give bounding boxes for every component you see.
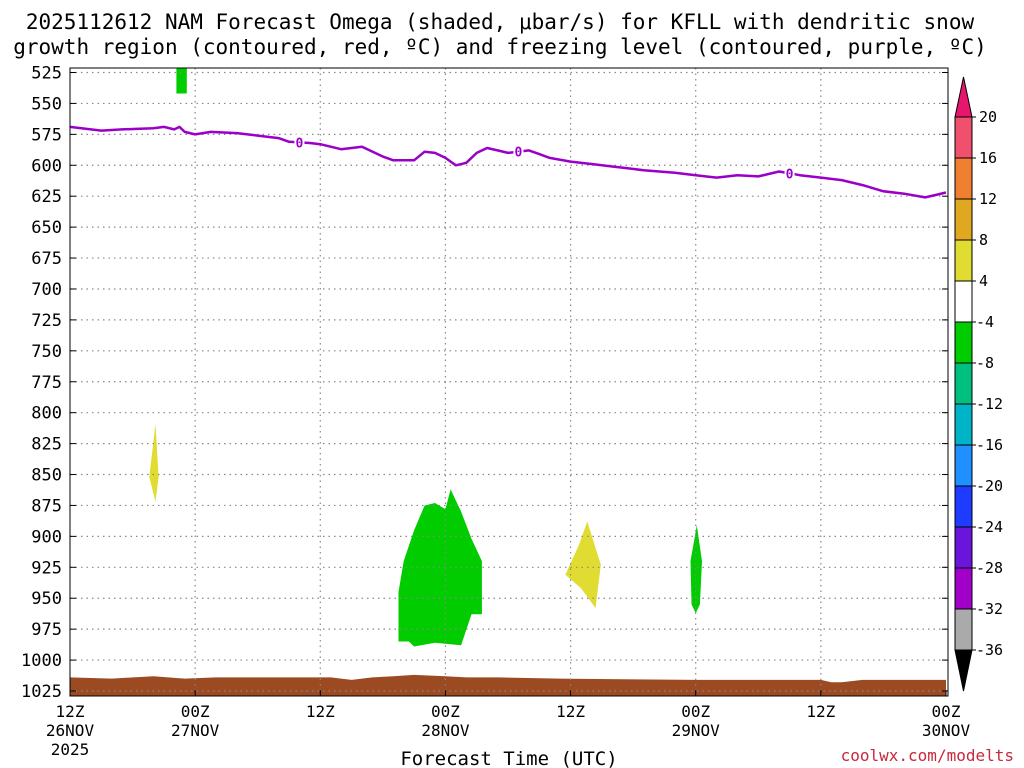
colorbar-swatch-6 [954, 321, 973, 364]
colorbar-swatch-12 [954, 567, 973, 610]
chart-title-line-1: 2025112612 NAM Forecast Omega (shaded, μ… [26, 10, 975, 34]
y-tick-label-625: 625 [31, 187, 62, 207]
plot-frame [69, 67, 949, 697]
freezing-level-label-bg-1 [294, 134, 305, 150]
x-tick-label-48: 12Z [556, 702, 585, 721]
colorbar-label-10: -20 [976, 477, 1003, 495]
y-tick-label-650: 650 [31, 218, 62, 238]
x-tick-date-12: 27NOV [171, 721, 220, 740]
shaded-omega-layer [70, 68, 946, 696]
omega-region-5 [565, 521, 601, 609]
y-tick-label-800: 800 [31, 404, 62, 424]
x-tick-label-84: 00Z [932, 702, 961, 721]
colorbar-swatch-10 [954, 485, 973, 528]
colorbar-swatch-11 [954, 526, 973, 569]
y-tick-label-925: 925 [31, 558, 62, 578]
y-tick-label-850: 850 [31, 466, 62, 486]
y-tick-label-1025: 1025 [21, 682, 62, 702]
x-tick-label-60: 00Z [681, 702, 710, 721]
colorbar-label-8: -12 [976, 395, 1003, 413]
y-tick-label-750: 750 [31, 342, 62, 362]
chart-title: 2025112612 NAM Forecast Omega (shaded, μ… [13, 10, 987, 59]
y-tick-label-700: 700 [31, 280, 62, 300]
y-tick-label-775: 775 [31, 373, 62, 393]
colorbar-label-14: -36 [976, 641, 1003, 659]
colorbar-label-5: 4 [979, 272, 988, 290]
freezing-level-label-bg-2 [513, 143, 524, 159]
y-tick-label-675: 675 [31, 249, 62, 269]
colorbar-label-3: 12 [979, 190, 997, 208]
colorbar-swatch-13 [954, 608, 973, 651]
colorbar-label-2: 16 [979, 149, 997, 167]
omega-region-2 [398, 489, 482, 647]
y-tick-label-525: 525 [31, 64, 62, 84]
y-tick-label-1000: 1000 [21, 651, 62, 671]
colorbar-swatch-1 [954, 116, 973, 159]
omega-region-4 [149, 423, 159, 502]
freezing-level-label-2: 0 [515, 146, 523, 161]
colorbar: 20 16 12 8 4 -4 -8 -12 -16 -20 -24 -28 -32 -36 [954, 76, 1003, 692]
colorbar-bottom-arrow [954, 649, 973, 692]
colorbar-swatch-3 [954, 198, 973, 241]
x-tick-label-12: 00Z [181, 702, 210, 721]
colorbar-swatch-8 [954, 403, 973, 446]
x-tick-date-0: 26NOV [46, 721, 95, 740]
x-tick-date-84: 30NOV [922, 721, 971, 740]
y-tick-label-875: 875 [31, 496, 62, 516]
x-tick-year: 2025 [51, 740, 90, 759]
y-tick-label-950: 950 [31, 589, 62, 609]
freezing-level-label-bg-3 [784, 165, 795, 181]
y-tick-label-550: 550 [31, 94, 62, 114]
chart-title-line-2: growth region (contoured, red, ºC) and f… [13, 35, 987, 59]
colorbar-swatch-2 [954, 157, 973, 200]
x-axis-title: Forecast Time (UTC) [400, 748, 617, 768]
colorbar-label-11: -24 [976, 518, 1003, 536]
x-tick-label-24: 12Z [306, 702, 335, 721]
freezing-level-line [69, 125, 947, 199]
x-tick-label-0: 12Z [56, 702, 85, 721]
contour-layer: 0 0 0 [69, 125, 947, 199]
terrain-surface-1 [70, 674, 946, 696]
colorbar-label-13: -32 [976, 600, 1003, 618]
y-tick-label-900: 900 [31, 527, 62, 547]
x-tick-label-72: 12Z [806, 702, 835, 721]
y-tick-label-725: 725 [31, 311, 62, 331]
colorbar-label-6: -4 [976, 313, 994, 331]
credit-link[interactable]: coolwx.com/modelts [841, 746, 1014, 765]
y-tick-label-825: 825 [31, 435, 62, 455]
y-axis: 525 550 575 600 625 650 675 700 725 750 775 800 825 8… [21, 64, 948, 702]
colorbar-label-7: -8 [976, 354, 994, 372]
colorbar-label-4: 8 [979, 231, 988, 249]
y-tick-label-975: 975 [31, 620, 62, 640]
colorbar-swatch-4 [954, 239, 973, 282]
omega-region-1 [176, 68, 187, 94]
x-tick-label-36: 00Z [431, 702, 460, 721]
freezing-level-label-3: 0 [786, 167, 794, 182]
colorbar-top-arrow [954, 76, 973, 118]
grid-layer [70, 68, 948, 696]
colorbar-label-12: -28 [976, 559, 1003, 577]
colorbar-swatch-5 [954, 280, 973, 323]
y-tick-label-575: 575 [31, 125, 62, 145]
x-tick-date-60: 29NOV [672, 721, 721, 740]
y-tick-label-600: 600 [31, 156, 62, 176]
colorbar-swatch-9 [954, 444, 973, 487]
freezing-level-label-1: 0 [296, 136, 304, 151]
colorbar-label-9: -16 [976, 436, 1003, 454]
x-tick-date-36: 28NOV [421, 721, 470, 740]
colorbar-label-1: 20 [979, 108, 997, 126]
colorbar-swatch-7 [954, 362, 973, 405]
